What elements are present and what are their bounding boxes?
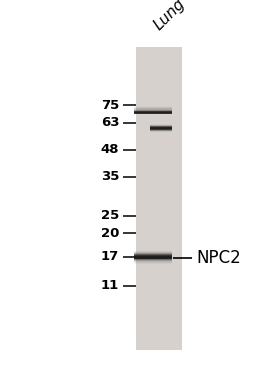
Bar <box>134 251 172 252</box>
Bar <box>134 263 172 264</box>
Bar <box>134 254 172 255</box>
Bar <box>134 109 172 110</box>
Bar <box>134 262 172 263</box>
Text: 35: 35 <box>101 170 119 184</box>
Text: 20: 20 <box>101 227 119 240</box>
Bar <box>134 111 172 112</box>
Bar <box>134 107 172 108</box>
Bar <box>134 262 172 263</box>
Bar <box>134 110 172 111</box>
Bar <box>134 261 172 262</box>
Bar <box>134 260 172 261</box>
Text: 17: 17 <box>101 250 119 263</box>
Text: Lung: Lung <box>151 0 188 33</box>
Bar <box>134 261 172 262</box>
Bar <box>134 258 172 259</box>
Bar <box>134 107 172 108</box>
Bar <box>134 252 172 253</box>
Bar <box>134 263 172 264</box>
Text: 11: 11 <box>101 279 119 293</box>
Text: 75: 75 <box>101 98 119 112</box>
Bar <box>134 255 172 256</box>
Bar <box>134 256 172 257</box>
Text: 63: 63 <box>101 116 119 129</box>
Bar <box>134 253 172 254</box>
Bar <box>134 113 172 114</box>
Bar <box>134 255 172 256</box>
Bar <box>136 47 182 350</box>
Bar <box>134 259 172 260</box>
Bar <box>134 252 172 253</box>
Bar <box>134 259 172 260</box>
Bar <box>134 112 172 113</box>
Bar <box>134 106 172 107</box>
Text: NPC2: NPC2 <box>196 249 241 266</box>
Bar <box>134 110 172 111</box>
Bar <box>134 251 172 252</box>
Bar <box>134 260 172 261</box>
Bar <box>134 253 172 254</box>
Bar <box>134 108 172 109</box>
Bar <box>134 257 172 258</box>
Text: 25: 25 <box>101 209 119 223</box>
Bar <box>134 108 172 109</box>
Text: 48: 48 <box>101 143 119 156</box>
Bar <box>134 111 172 112</box>
Bar <box>134 258 172 259</box>
